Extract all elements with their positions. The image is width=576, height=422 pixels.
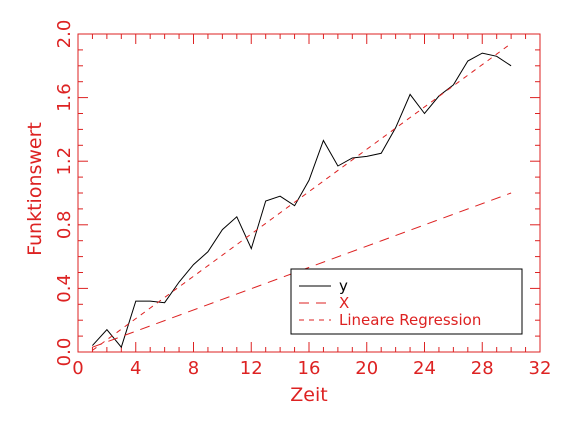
legend-label: Lineare Regression (339, 311, 481, 329)
x-tick-label: 16 (298, 358, 321, 379)
legend-box (290, 268, 523, 335)
x-tick-label: 32 (529, 358, 552, 379)
y-tick-label: 0.4 (54, 274, 75, 303)
x-axis-label: Zeit (290, 384, 327, 406)
x-tick-label: 24 (413, 358, 436, 379)
axis-ticks (77, 33, 541, 353)
y-tick-label: 2.0 (54, 20, 75, 49)
x-tick-label: 20 (355, 358, 378, 379)
y-tick-label: 0.8 (54, 210, 75, 239)
tick-labels: 0 4 8 12 16 20 24 28 32 0.0 0.4 0.8 1.2 1.6 2.0 (54, 20, 551, 379)
x-tick-label: 12 (240, 358, 263, 379)
x-tick-label: 0 (72, 358, 83, 379)
series-line-lineare-regression (92, 43, 512, 351)
legend-label: X (339, 294, 349, 312)
y-tick-label: 0.0 (54, 338, 75, 367)
x-tick-label: 8 (188, 358, 199, 379)
y-tick-label: 1.2 (54, 147, 75, 176)
y-tick-label: 1.6 (54, 83, 75, 112)
y-axis-label: Funktionswert (24, 122, 46, 256)
x-tick-label: 28 (471, 358, 494, 379)
legend-label: y (339, 277, 348, 295)
x-tick-label: 4 (130, 358, 141, 379)
